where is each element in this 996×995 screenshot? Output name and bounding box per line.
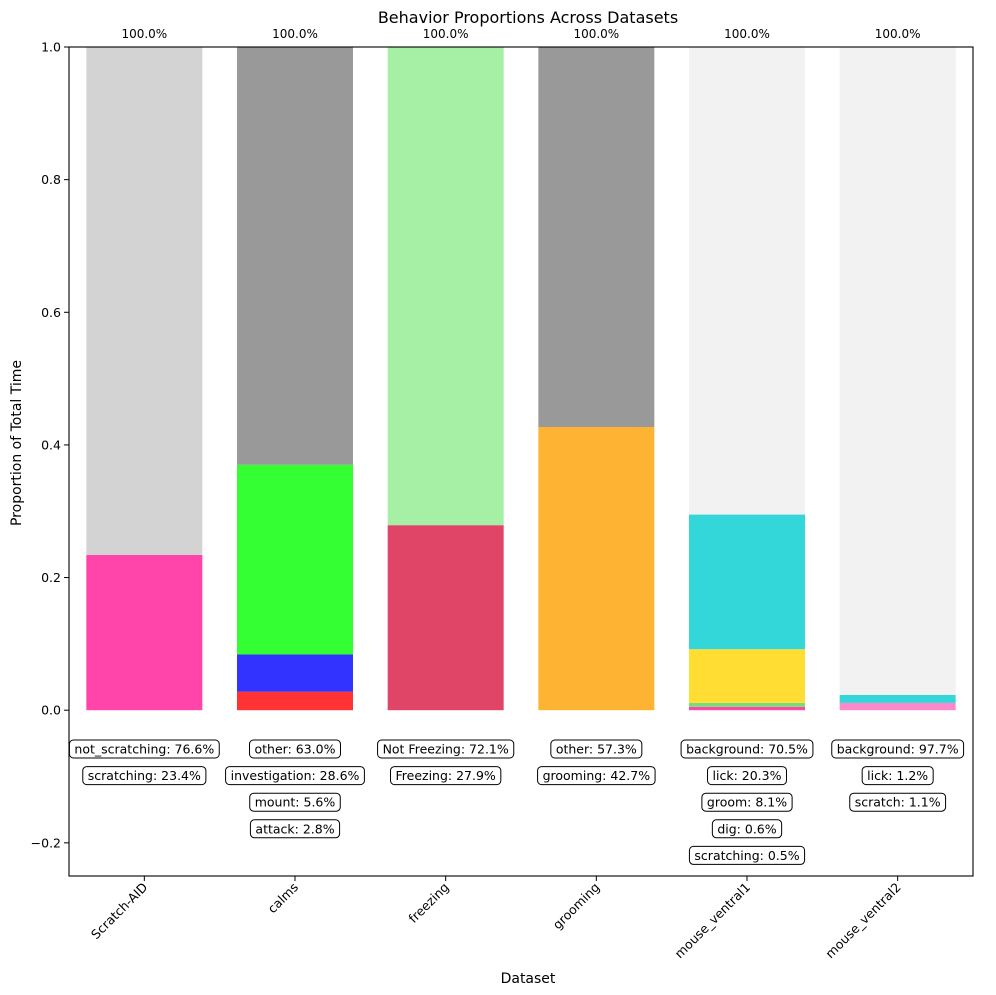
bar-segment-grooming-other xyxy=(538,47,655,428)
segment-label-box: grooming: 42.7% xyxy=(537,766,656,786)
label-box-frame xyxy=(831,739,965,759)
x-axis-label: Dataset xyxy=(501,971,556,987)
segment-label-box: investigation: 28.6% xyxy=(225,766,365,786)
y-tick-label: 0.8 xyxy=(41,172,61,187)
y-tick-label: 0.6 xyxy=(41,305,61,320)
segment-label-text: attack: 2.8% xyxy=(255,821,334,836)
label-box-frame xyxy=(680,739,814,759)
segment-label-text: scratching: 23.4% xyxy=(88,768,201,783)
x-tick-label: mouse_ventral2 xyxy=(822,880,904,962)
label-box-frame xyxy=(390,766,502,786)
total-label: 100.0% xyxy=(724,27,770,41)
segment-label-box: not_scratching: 76.6% xyxy=(68,739,220,759)
bar-segment-freezing-freezing xyxy=(387,525,504,711)
bar-segment-mouse_ventral2-lick xyxy=(839,694,956,703)
x-tick-label: calms xyxy=(265,880,302,917)
segment-label-text: mount: 5.6% xyxy=(255,795,336,810)
bars-layer xyxy=(86,47,956,711)
segment-label-box: dig: 0.6% xyxy=(711,819,783,839)
segment-label-text: Freezing: 27.9% xyxy=(396,768,496,783)
total-label: 100.0% xyxy=(423,27,469,41)
segment-label-text: grooming: 42.7% xyxy=(543,768,651,783)
segment-label-text: scratching: 0.5% xyxy=(694,848,799,863)
label-box-frame xyxy=(550,739,643,759)
bar-segment-Scratch-AID-not_scratching xyxy=(86,47,203,556)
y-tick-label: 0.2 xyxy=(41,570,61,585)
bar-segment-freezing-not-freezing xyxy=(387,47,504,526)
segment-label-box: background: 97.7% xyxy=(831,739,965,759)
segment-label-box: attack: 2.8% xyxy=(249,819,341,839)
y-tick-label: 0.0 xyxy=(41,703,61,718)
label-box-frame xyxy=(249,739,341,759)
segment-label-text: investigation: 28.6% xyxy=(231,768,360,783)
total-label: 100.0% xyxy=(573,27,619,41)
segment-label-text: dig: 0.6% xyxy=(717,821,776,836)
bar-segment-mouse_ventral1-lick xyxy=(689,514,805,650)
segment-label-box: scratching: 23.4% xyxy=(82,766,207,786)
segment-label-text: background: 70.5% xyxy=(686,742,808,757)
label-box-frame xyxy=(537,766,656,786)
bar-segment-mouse_ventral2-scratch xyxy=(839,702,956,711)
segment-label-text: other: 57.3% xyxy=(556,742,637,757)
segment-label-box: scratching: 0.5% xyxy=(688,845,806,865)
label-box-frame xyxy=(861,766,934,786)
totals-layer: 100.0% 100.0% 100.0% 100.0% 100.0% 100.0% xyxy=(121,27,920,41)
bar-segment-mouse_ventral1-scratching xyxy=(689,706,805,711)
x-tick-label: grooming xyxy=(550,880,603,933)
segment-label-text: groom: 8.1% xyxy=(707,795,787,810)
plot-frame xyxy=(68,46,974,877)
label-box-frame xyxy=(688,845,806,865)
bar-segment-calms-attack xyxy=(237,691,353,711)
segment-label-box: background: 70.5% xyxy=(680,739,814,759)
label-box-frame xyxy=(249,792,341,812)
bar-segment-calms-mount xyxy=(237,654,353,692)
segment-label-box: lick: 1.2% xyxy=(861,766,934,786)
segment-label-box: groom: 8.1% xyxy=(701,792,793,812)
segment-label-text: other: 63.0% xyxy=(255,742,336,757)
label-box-frame xyxy=(701,792,793,812)
x-tick-label: Scratch-AID xyxy=(88,880,151,943)
bar-segment-grooming-grooming xyxy=(538,427,655,711)
segment-label-box: Not Freezing: 72.1% xyxy=(377,739,515,759)
bar-segment-Scratch-AID-scratching xyxy=(86,555,203,711)
segment-label-text: Not Freezing: 72.1% xyxy=(383,742,509,757)
label-box-frame xyxy=(225,766,365,786)
segment-label-text: lick: 1.2% xyxy=(867,768,928,783)
total-label: 100.0% xyxy=(272,27,318,41)
label-box-frame xyxy=(249,819,341,839)
bar-segment-mouse_ventral1-dig xyxy=(689,702,805,707)
bar-segment-mouse_ventral1-background xyxy=(689,47,805,515)
segment-label-box: other: 57.3% xyxy=(550,739,643,759)
y-tick-label: −0.2 xyxy=(31,835,61,850)
segment-label-text: scratch: 1.1% xyxy=(855,795,941,810)
label-box-frame xyxy=(707,766,787,786)
x-tick-label: freezing xyxy=(405,880,451,926)
segment-label-box: other: 63.0% xyxy=(249,739,341,759)
label-box-frame xyxy=(711,819,783,839)
bar-segment-calms-investigation xyxy=(237,464,353,655)
total-label: 100.0% xyxy=(121,27,167,41)
label-boxes-layer: not_scratching: 76.6% scratching: 23.4% ot… xyxy=(68,739,965,865)
y-tick-label: 0.4 xyxy=(41,437,61,452)
bar-segment-mouse_ventral1-groom xyxy=(689,649,805,703)
label-box-frame xyxy=(82,766,207,786)
segment-label-box: scratch: 1.1% xyxy=(849,792,947,812)
segment-label-box: mount: 5.6% xyxy=(249,792,341,812)
bar-segment-mouse_ventral2-background xyxy=(839,47,956,695)
label-box-frame xyxy=(849,792,947,812)
label-box-frame xyxy=(377,739,515,759)
segment-label-box: lick: 20.3% xyxy=(707,766,787,786)
segment-label-text: background: 97.7% xyxy=(837,742,959,757)
segment-label-text: not_scratching: 76.6% xyxy=(74,742,214,757)
segment-label-text: lick: 20.3% xyxy=(713,768,782,783)
segment-label-box: Freezing: 27.9% xyxy=(390,766,502,786)
x-tick-label: mouse_ventral1 xyxy=(672,880,754,962)
chart-title: Behavior Proportions Across Datasets xyxy=(378,8,678,27)
total-label: 100.0% xyxy=(875,27,921,41)
y-tick-label: 1.0 xyxy=(41,40,61,55)
bar-segment-calms-other xyxy=(237,47,353,465)
y-axis-label: Proportion of Total Time xyxy=(9,360,25,526)
